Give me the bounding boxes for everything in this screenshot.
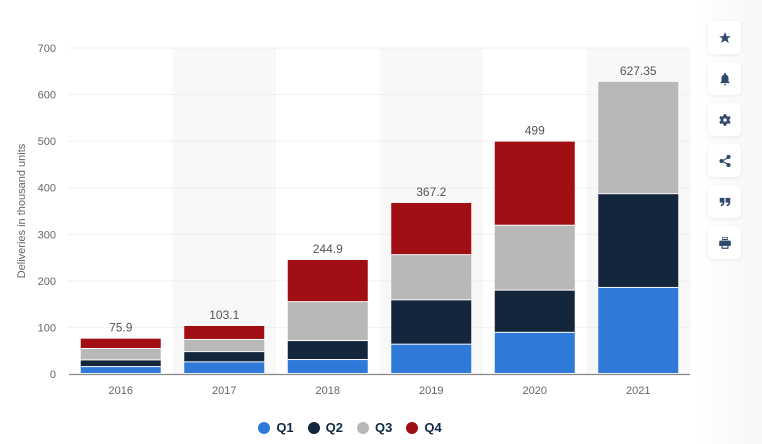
bar-segment-q2[interactable] — [598, 194, 679, 287]
print-button[interactable] — [708, 226, 741, 259]
y-tick-label: 400 — [38, 183, 56, 195]
legend-item-q4[interactable]: Q4 — [406, 420, 442, 435]
y-axis-label: Deliveries in thousand units — [16, 143, 28, 278]
legend-label: Q1 — [276, 420, 294, 435]
y-tick-label: 300 — [38, 229, 56, 241]
bar-segment-q3[interactable] — [287, 302, 368, 341]
notification-button[interactable] — [708, 62, 741, 95]
sidebar-toolbar — [700, 0, 762, 444]
bar-segment-q2[interactable] — [80, 360, 161, 367]
bar-segment-q1[interactable] — [80, 367, 161, 373]
bar-segment-q4[interactable] — [287, 259, 368, 302]
x-tick-label: 2019 — [419, 385, 443, 397]
y-tick-label: 0 — [50, 369, 56, 381]
x-tick-label: 2020 — [523, 385, 547, 397]
y-tick-label: 600 — [38, 90, 56, 102]
gear-icon — [718, 113, 731, 126]
bar-segment-q3[interactable] — [184, 339, 265, 352]
x-tick-label: 2021 — [626, 385, 650, 397]
y-tick-label: 700 — [38, 43, 56, 55]
bar-segment-q3[interactable] — [391, 255, 472, 300]
total-data-label: 627.35 — [620, 64, 657, 78]
quote-icon — [719, 197, 730, 206]
bar-segment-q3[interactable] — [80, 348, 161, 360]
cite-button[interactable] — [708, 185, 741, 218]
y-tick-label: 500 — [38, 136, 56, 148]
bar-segment-q4[interactable] — [494, 141, 575, 225]
legend-label: Q2 — [325, 420, 343, 435]
bar-segment-q4[interactable] — [80, 338, 161, 348]
legend-swatch — [357, 421, 369, 434]
legend-swatch — [258, 421, 271, 434]
bell-icon — [719, 72, 730, 85]
favorite-button[interactable] — [708, 21, 741, 54]
x-tick-label: 2016 — [109, 385, 133, 397]
settings-button[interactable] — [708, 103, 741, 136]
bar-segment-q1[interactable] — [391, 344, 472, 373]
legend-swatch — [406, 421, 419, 434]
bar-segment-q1[interactable] — [494, 332, 575, 373]
bar-segment-q1[interactable] — [184, 362, 265, 373]
total-data-label: 103.1 — [209, 308, 239, 322]
bar-segment-q1[interactable] — [287, 360, 368, 373]
data-labels: 75.9 103.1 244.9 367.2 499 627.35 — [109, 64, 657, 335]
bar-segment-q2[interactable] — [494, 290, 575, 332]
legend-label: Q4 — [424, 420, 442, 435]
share-button[interactable] — [708, 144, 741, 177]
bar-segment-q2[interactable] — [184, 352, 265, 362]
bar-segment-q3[interactable] — [494, 225, 575, 290]
gridlines — [69, 47, 690, 328]
legend: Q1 Q2 Q3 Q4 — [0, 420, 700, 435]
bar-segment-q2[interactable] — [391, 300, 472, 344]
star-icon — [718, 31, 731, 43]
legend-item-q3[interactable]: Q3 — [357, 420, 392, 435]
total-data-label: 244.9 — [313, 242, 343, 256]
legend-swatch — [307, 421, 320, 434]
bar-segment-q3[interactable] — [598, 81, 679, 194]
legend-item-q1[interactable]: Q1 — [258, 420, 294, 435]
y-axis-ticks: 0 100 200 300 400 500 600 700 — [38, 43, 56, 381]
x-tick-label: 2017 — [212, 385, 236, 397]
legend-item-q2[interactable]: Q2 — [307, 420, 343, 435]
bar-segment-q4[interactable] — [391, 202, 472, 255]
bar-segment-q1[interactable] — [598, 287, 679, 373]
category-band — [172, 48, 276, 374]
bars — [80, 81, 679, 373]
total-data-label: 499 — [525, 124, 545, 138]
x-axis-ticks: 2016 2017 2018 2019 2020 2021 — [109, 385, 651, 397]
total-data-label: 75.9 — [109, 321, 133, 335]
total-data-label: 367.2 — [416, 185, 446, 199]
legend-label: Q3 — [375, 420, 393, 435]
x-tick-label: 2018 — [316, 385, 340, 397]
y-tick-label: 200 — [38, 276, 56, 288]
bar-segment-q4[interactable] — [184, 325, 265, 339]
share-icon — [718, 154, 731, 167]
print-icon — [718, 236, 731, 249]
bar-segment-q2[interactable] — [287, 341, 368, 360]
y-tick-label: 100 — [38, 322, 56, 334]
